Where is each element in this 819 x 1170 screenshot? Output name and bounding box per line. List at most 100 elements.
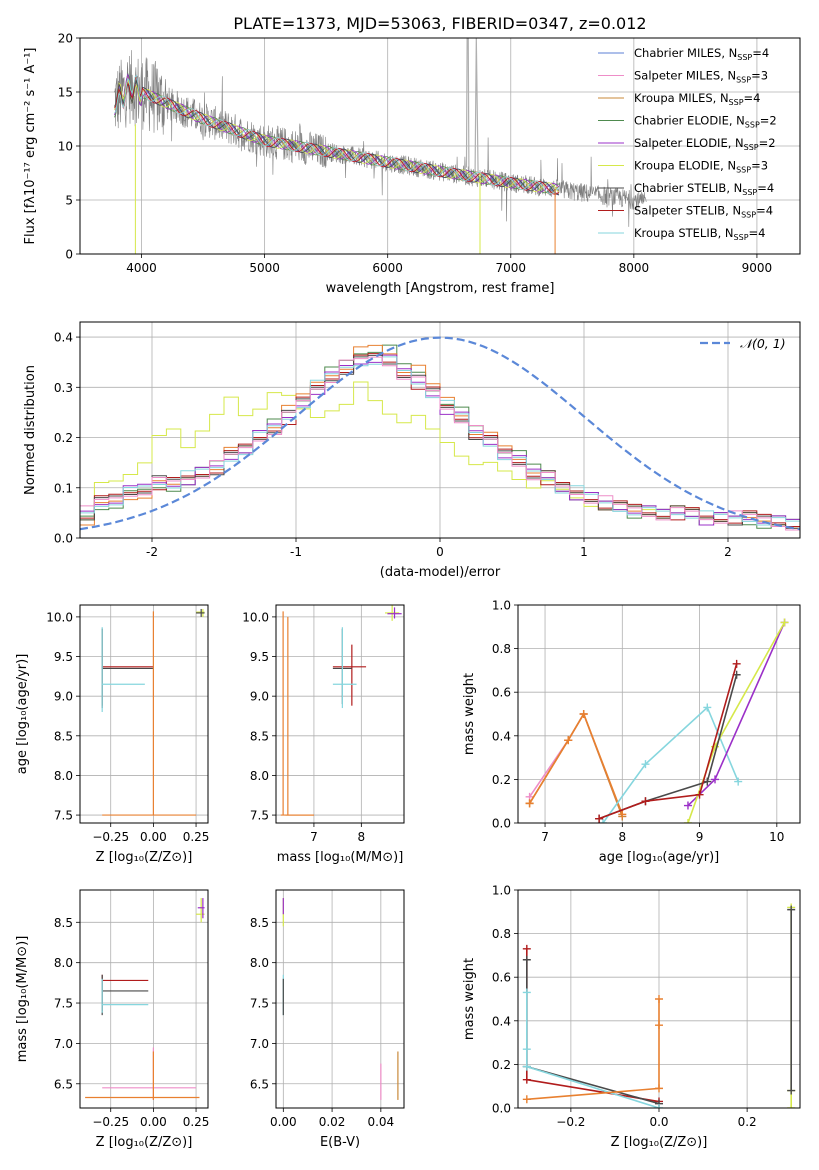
ytick-label-weight_vs_Z-3: 0.6 <box>492 971 511 985</box>
axes-mass_vs_Z <box>80 890 208 1108</box>
xtick-label-spectrum-3: 7000 <box>495 261 526 275</box>
xtick-label-spectrum-0: 4000 <box>126 261 157 275</box>
ytick-label-spectrum-3: 15 <box>58 86 73 100</box>
weight-marker-weight_vs_age-3-2 <box>703 703 712 712</box>
errorbar-age_vs_mass-6 <box>387 607 402 619</box>
weight-marker-weight_vs_age-2-1 <box>564 736 573 745</box>
frame-age_vs_mass: 7 8 7.5 8.0 8.5 9.0 9.5 10.0 mass [log₁₀(M/M⊙)] <box>242 604 405 865</box>
ytick-label-mass_vs_Z-3: 8.0 <box>54 956 73 970</box>
ytick-label-weight_vs_Z-2: 0.4 <box>492 1014 511 1028</box>
model-line-6 <box>114 79 560 196</box>
ytick-label-weight_vs_Z-0: 0.0 <box>492 1102 511 1116</box>
weight-marker-weight_vs_age-7-3 <box>732 659 741 668</box>
ytick-label-age_vs_Z-2: 8.5 <box>54 729 73 743</box>
ytick-label-residuals-3: 0.3 <box>54 381 73 395</box>
axes-age_vs_Z <box>80 605 208 823</box>
xlabel-mass_vs_Z: Z [log₁₀(Z/Z⊙)] <box>96 1135 193 1150</box>
hist-step-2-4 <box>80 356 800 531</box>
ytick-label-residuals-4: 0.4 <box>54 331 73 345</box>
weight-marker-weight_vs_Z-3-1 <box>655 1021 663 1030</box>
ylabel-weight_vs_Z: mass weight <box>462 958 477 1040</box>
ytick-label-mass_vs_EBV-3: 8.0 <box>250 956 269 970</box>
errorbar-age_vs_mass-5 <box>385 605 400 621</box>
weight-marker-weight_vs_age-5-2 <box>780 618 789 627</box>
grid-age_vs_Z <box>80 605 208 823</box>
ytick-label-mass_vs_Z-2: 7.5 <box>54 997 73 1011</box>
weight-marker-weight_vs_age-4-1 <box>711 775 720 784</box>
ytick-label-weight_vs_age-0: 0.0 <box>492 817 511 831</box>
weight-marker-weight_vs_Z-0-0 <box>522 944 531 953</box>
ytick-label-weight_vs_age-3: 0.6 <box>492 686 511 700</box>
weight-marker-weight_vs_Z-5-0 <box>787 905 796 914</box>
legend-label-4: Salpeter ELODIE, NSSP=2 <box>634 136 776 152</box>
plots: 4000 5000 6000 7000 8000 900005101520waveleng… <box>15 32 801 1150</box>
model-line-7 <box>114 74 560 195</box>
axes-weight_vs_Z <box>518 889 800 1109</box>
plot-area-weight_vs_age <box>525 618 789 823</box>
errorbar-age_vs_mass-2 <box>332 627 357 709</box>
xlabel-weight_vs_Z: Z [log₁₀(Z/Z⊙)] <box>611 1135 708 1150</box>
xtick-label-weight_vs_age-3: 10 <box>769 830 784 844</box>
weight-series-weight_vs_age-1 <box>528 712 624 817</box>
weight-marker-weight_vs_Z-5-1 <box>787 1086 796 1095</box>
weight-marker-weight_vs_age-2-3 <box>618 810 627 819</box>
xtick-label-residuals-0: -2 <box>146 545 158 559</box>
errorbar-mass_vs_Z-0 <box>101 974 149 1012</box>
plot-area-spectrum <box>114 38 647 254</box>
xtick-label-residuals-4: 2 <box>724 545 732 559</box>
xlabel-mass_vs_EBV: E(B-V) <box>320 1135 360 1150</box>
xtick-label-mass_vs_Z-0: −0.25 <box>92 1115 129 1129</box>
weight-series-weight_vs_age-0 <box>528 712 624 817</box>
ytick-label-weight_vs_age-4: 0.8 <box>492 642 511 656</box>
ytick-label-mass_vs_EBV-2: 7.5 <box>250 997 269 1011</box>
legend-spectrum: Chabrier MILES, NSSP=4 Salpeter MILES, NS… <box>598 46 777 242</box>
ylabel-weight_vs_age: mass weight <box>462 673 477 755</box>
weight-marker-weight_vs_Z-2-1 <box>522 1045 531 1054</box>
xtick-label-age_vs_Z-1: 0.00 <box>140 830 167 844</box>
weight-marker-weight_vs_age-7-2 <box>695 790 704 799</box>
ytick-label-spectrum-2: 10 <box>58 140 73 154</box>
model-line-8 <box>114 74 560 195</box>
plot-area-mass_vs_Z <box>85 898 205 1100</box>
weight-series-weight_vs_Z-3 <box>526 999 660 1101</box>
figure-title: PLATE=1373, MJD=53063, FIBERID=0347, z=0… <box>233 14 646 33</box>
xlabel-age_vs_mass: mass [log₁₀(M/M⊙)] <box>277 850 404 865</box>
weight-marker-weight_vs_Z-3-0 <box>655 995 663 1003</box>
frame-mass_vs_EBV: 0.00 0.02 0.04 6.5 7.0 7.5 8.0 8.5 E(B-V) <box>250 889 405 1150</box>
xtick-label-spectrum-5: 9000 <box>742 261 773 275</box>
xtick-label-age_vs_Z-0: −0.25 <box>92 830 129 844</box>
weight-marker-weight_vs_age-4-0 <box>683 801 692 810</box>
xtick-label-mass_vs_EBV-0: 0.00 <box>270 1115 297 1129</box>
errorbar-age_vs_mass-0 <box>332 644 367 706</box>
ytick-label-residuals-1: 0.1 <box>54 481 73 495</box>
xtick-label-spectrum-4: 8000 <box>619 261 650 275</box>
ytick-label-spectrum-4: 20 <box>58 32 73 46</box>
ytick-label-residuals-2: 0.2 <box>54 431 73 445</box>
errorbar-mass_vs_Z-6 <box>197 898 205 919</box>
ylabel-age_vs_Z: age [log₁₀(age/yr)] <box>15 654 30 775</box>
weight-series-weight_vs_age-7 <box>598 663 738 820</box>
weight-marker-weight_vs_Z-2-2 <box>522 1062 531 1071</box>
axes-age_vs_mass <box>276 605 404 823</box>
weight-marker-weight_vs_Z-0-1 <box>522 1075 531 1084</box>
weight-series-weight_vs_age-2 <box>528 712 624 815</box>
xtick-label-age_vs_mass-1: 8 <box>358 830 366 844</box>
xlabel-residuals: (data-model)/error <box>380 565 501 580</box>
frame-age_vs_Z: −0.25 0.00 0.25 7.5 8.0 8.5 9.0 9.5 10.0 Z [log₁₀… <box>15 604 209 865</box>
ytick-label-age_vs_Z-1: 8.0 <box>54 769 73 783</box>
legend-label-7: Salpeter STELIB, NSSP=4 <box>634 204 773 220</box>
weight-series-weight_vs_age-3 <box>602 706 739 823</box>
xtick-label-spectrum-1: 5000 <box>249 261 280 275</box>
axes-residuals <box>80 322 800 539</box>
weight-marker-weight_vs_age-6-2 <box>703 777 712 786</box>
weight-series-weight_vs_Z-1 <box>526 959 660 1105</box>
ytick-label-age_vs_mass-2: 8.5 <box>250 729 269 743</box>
legend-label-0: Chabrier MILES, NSSP=4 <box>634 46 769 62</box>
xtick-label-spectrum-2: 6000 <box>372 261 403 275</box>
xtick-label-mass_vs_EBV-1: 0.02 <box>319 1115 346 1129</box>
ytick-label-mass_vs_Z-1: 7.0 <box>54 1037 73 1051</box>
grid-mass_vs_EBV <box>276 890 404 1108</box>
xtick-label-mass_vs_Z-1: 0.00 <box>140 1115 167 1129</box>
grid-mass_vs_Z <box>80 890 208 1108</box>
